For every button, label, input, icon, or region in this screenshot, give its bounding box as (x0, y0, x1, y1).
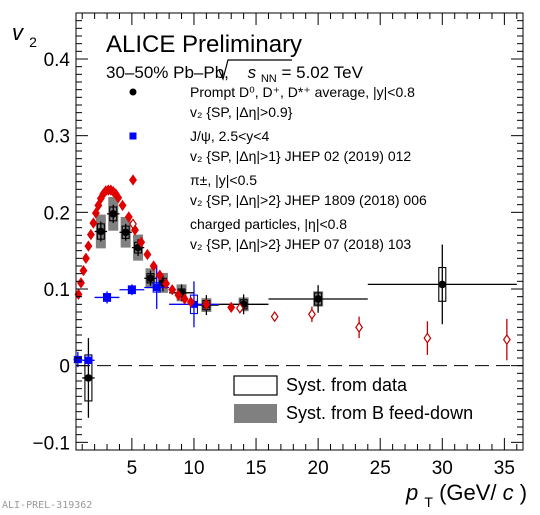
data-point (103, 293, 111, 301)
subtitle-snn: s (248, 63, 257, 82)
legend-entry-line1: π±, |y|<0.5 (190, 172, 257, 188)
data-point (355, 321, 364, 333)
data-point (186, 296, 195, 308)
x-label-unit: (GeV/ (439, 480, 497, 505)
syst-bfeed-box (234, 404, 277, 423)
data-point (423, 332, 432, 344)
chart-subtitle: 30–50% Pb–Pb, s NN = 5.02 TeV (106, 63, 364, 86)
data-point (84, 356, 92, 364)
syst-bfeed-label: Syst. from B feed-down (286, 403, 473, 423)
sqrt-sign (218, 59, 292, 81)
legend-entry-line1: charged particles, |η|<0.8 (190, 216, 347, 232)
data-point (307, 308, 316, 320)
data-point (168, 284, 177, 296)
legend: Prompt D⁰, D⁺, D*⁺ average, |y|<0.8 v₂ {S… (129, 84, 427, 252)
y-tick-label: 0 (59, 357, 70, 378)
data-point (114, 192, 123, 204)
legend-marker (129, 88, 137, 96)
data-point (190, 300, 198, 308)
data-point (121, 228, 130, 237)
data-point (502, 333, 511, 346)
data-point (270, 310, 279, 323)
legend-entry-line2: v₂ {SP, |Δη|>1} JHEP 02 (2019) 012 (190, 148, 411, 164)
subtitle-snn-sub: NN (261, 73, 277, 85)
data-point (97, 227, 105, 236)
y-tick-label: 0.4 (44, 50, 71, 71)
data-point (180, 293, 189, 305)
x-tick-label: 10 (183, 458, 204, 479)
y-axis-label: v 2 (12, 20, 37, 50)
data-point (202, 298, 211, 310)
data-point (153, 283, 161, 291)
x-tick-label: 25 (370, 458, 391, 479)
data-point (149, 260, 158, 272)
data-point (84, 240, 93, 252)
data-point (109, 210, 118, 218)
data-point (174, 289, 183, 301)
syst-data-label: Syst. from data (286, 375, 408, 395)
data-point (314, 295, 322, 303)
subtitle-suffix: = 5.02 TeV (281, 63, 363, 82)
y-label-sub: 2 (29, 34, 37, 50)
data-point (74, 356, 82, 364)
data-point (162, 277, 170, 290)
x-label-unit-c: c (503, 480, 514, 505)
legend-marker (129, 218, 137, 230)
footer-id: ALI-PREL-319362 (2, 500, 93, 511)
series-pi (74, 184, 236, 314)
legend-marker (129, 174, 137, 186)
x-tick-label: 35 (494, 458, 515, 479)
data-point (146, 274, 155, 283)
legend-entry-line2: v₂ {SP, |Δη|>2} JHEP 1809 (2018) 006 (190, 192, 427, 208)
x-tick-label: 20 (308, 458, 329, 479)
data-point (124, 211, 133, 223)
x-tick-label: 15 (245, 458, 266, 479)
x-tick-label: 5 (127, 458, 138, 479)
y-tick-label: 0.3 (44, 127, 70, 148)
data-point (91, 207, 100, 219)
subtitle-prefix: 30–50% Pb–Pb, (106, 63, 234, 82)
x-label-sub: T (424, 494, 433, 510)
y-tick-label: 0.2 (44, 203, 70, 224)
series-j-psi (73, 266, 219, 368)
data-point (137, 236, 146, 248)
legend-entry-line2: v₂ {SP, |Δη|>2} JHEP 07 (2018) 103 (190, 236, 411, 252)
y-tick-label: 0.1 (44, 280, 70, 301)
y-tick-label: −0.1 (32, 433, 70, 454)
data-point (143, 248, 152, 261)
x-tick-label: 30 (432, 458, 453, 479)
data-point (155, 269, 164, 281)
y-label-var: v (12, 20, 25, 45)
legend-entry-line1: Prompt D⁰, D⁺, D*⁺ average, |y|<0.8 (190, 84, 415, 100)
data-point (77, 277, 85, 289)
data-point (227, 301, 236, 314)
data-point (86, 228, 95, 241)
data-point (94, 199, 103, 212)
x-label-close: ) (520, 480, 527, 505)
data-point (118, 199, 127, 212)
data-point (84, 374, 93, 382)
data-point (128, 286, 136, 294)
legend-entry-line1: J/ψ, 2.5<y<4 (190, 128, 269, 144)
legend-marker (129, 132, 137, 140)
chart-title: ALICE Preliminary (106, 31, 302, 58)
series-charged-particles (235, 302, 511, 361)
legend-entry-line2: v₂ {SP, |Δη|>0.9} (190, 104, 293, 120)
data-point (89, 217, 98, 229)
syst-legend: Syst. from data Syst. from B feed-down (233, 375, 473, 423)
data-point (438, 280, 447, 289)
data-point (235, 302, 244, 314)
data-point (81, 252, 90, 264)
data-point (79, 264, 88, 277)
x-label-var: p (405, 480, 418, 505)
syst-data-box (233, 375, 278, 396)
x-axis-label: p T (GeV/ c ) (405, 480, 527, 512)
plot-frame (75, 12, 524, 451)
